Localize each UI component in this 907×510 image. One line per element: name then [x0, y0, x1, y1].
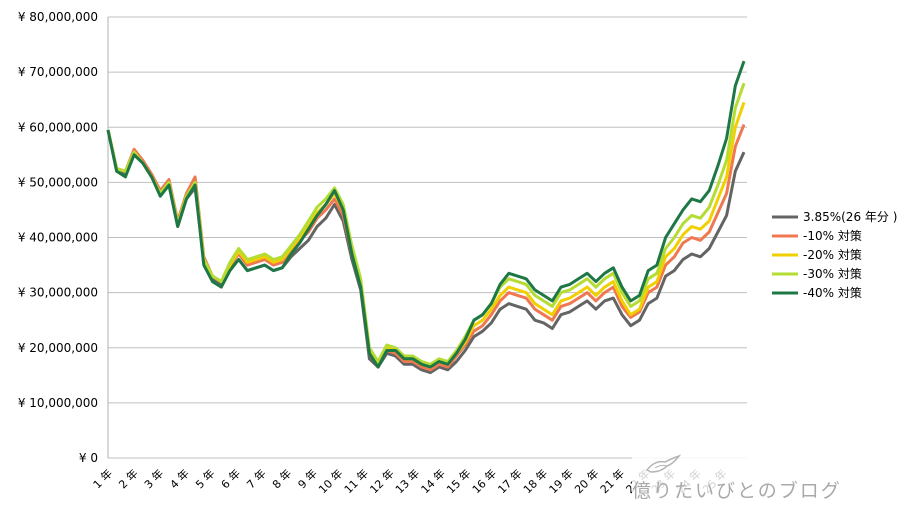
- x-tick-label: 12 年: [367, 466, 397, 496]
- x-tick-label: 10 年: [315, 466, 345, 496]
- x-tick-label: 21 年: [597, 466, 627, 496]
- y-tick-label: ¥ 70,000,000: [18, 65, 98, 79]
- y-tick-label: ¥ 0: [79, 451, 98, 465]
- gridlines: [107, 16, 747, 459]
- x-tick-label: 19 年: [546, 466, 576, 496]
- x-tick-label: 20 年: [571, 466, 601, 496]
- legend-label: -40% 対策: [803, 286, 862, 300]
- x-tick-label: 1 年: [90, 466, 115, 491]
- x-tick-label: 17 年: [495, 466, 525, 496]
- y-axis-ticks: ¥ 0 ¥ 10,000,000 ¥ 20,000,000 ¥ 30,000,000 ¥…: [18, 10, 98, 465]
- x-tick-label: 14 年: [418, 466, 448, 496]
- legend-label: -10% 対策: [803, 229, 862, 243]
- legend-label: -20% 対策: [803, 248, 862, 262]
- x-tick-label: 11 年: [341, 466, 371, 496]
- legend-label: -30% 対策: [803, 267, 862, 281]
- legend-label: 3.85%(26 年分 ): [803, 210, 897, 224]
- series-lines: [106, 60, 746, 375]
- x-tick-label: 6 年: [218, 466, 243, 491]
- series-line-0: [106, 129, 746, 375]
- bird-logo-icon: [645, 454, 681, 473]
- y-tick-label: ¥ 20,000,000: [18, 341, 98, 355]
- x-tick-label: 13 年: [392, 466, 422, 496]
- y-tick-label: ¥ 60,000,000: [18, 120, 98, 134]
- watermark-text: 億りたいびとのブログ: [632, 480, 842, 502]
- x-tick-label: 4 年: [167, 466, 192, 491]
- x-tick-label: 8 年: [269, 466, 294, 491]
- x-tick-label: 5 年: [192, 466, 217, 491]
- y-tick-label: ¥ 50,000,000: [18, 175, 98, 189]
- series-line-4: [106, 60, 746, 369]
- legend: 3.85%(26 年分 ) -10% 対策 -20% 対策 -30% 対策 -40% 対…: [772, 210, 897, 300]
- x-tick-label: 16 年: [469, 466, 499, 496]
- x-tick-label: 18 年: [520, 466, 550, 496]
- y-tick-label: ¥ 40,000,000: [18, 231, 98, 245]
- x-tick-label: 3 年: [141, 466, 166, 491]
- x-tick-label: 15 年: [443, 466, 473, 496]
- y-tick-label: ¥ 30,000,000: [18, 286, 98, 300]
- x-tick-label: 7 年: [244, 466, 269, 491]
- series-line-3: [106, 82, 746, 366]
- series-line-2: [106, 101, 746, 369]
- y-tick-label: ¥ 80,000,000: [18, 10, 98, 24]
- y-tick-label: ¥ 10,000,000: [18, 396, 98, 410]
- x-tick-label: 2 年: [116, 466, 141, 491]
